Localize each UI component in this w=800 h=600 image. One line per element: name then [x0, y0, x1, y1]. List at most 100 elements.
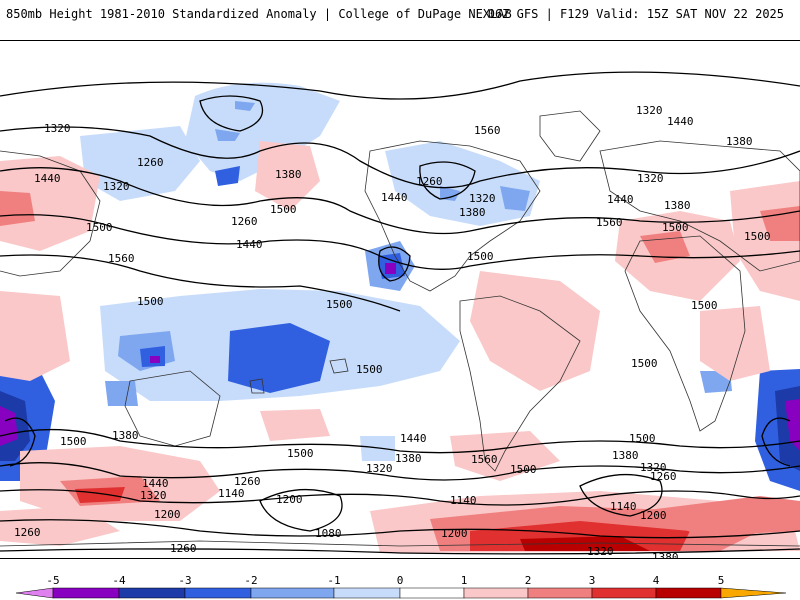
coastline-africa [624, 235, 746, 432]
contour-label: 1500 [287, 447, 314, 460]
coastline-south-america [459, 295, 581, 472]
run-info: 06Z GFS | F129 Valid: 15Z SAT NOV 22 202… [487, 7, 784, 21]
legend-tick: 3 [588, 574, 596, 587]
contour-label: 1320 [140, 489, 167, 502]
legend-swatch [184, 587, 252, 599]
negative-anomalies [0, 82, 800, 491]
legend-tick: -1 [327, 574, 341, 587]
contour-label: 1500 [137, 295, 164, 308]
positive-anomalies [0, 141, 800, 553]
contour-label: 1380 [664, 199, 691, 212]
contour-label: 1500 [270, 203, 297, 216]
contour-label: 1440 [34, 172, 61, 185]
height-contours [0, 71, 800, 555]
contour-label: 1320 [103, 180, 130, 193]
contour-label: 1200 [276, 493, 303, 506]
contour-label: 1320 [469, 192, 496, 205]
legend-tick: -5 [46, 574, 60, 587]
contour-label: 1140 [218, 487, 245, 500]
contour-label: 1500 [662, 221, 689, 234]
coastline-antarctica [0, 540, 800, 547]
contour-label: 1260 [416, 175, 443, 188]
legend-tick: -4 [112, 574, 126, 587]
contour-label: 1320 [637, 172, 664, 185]
coastline-australia [124, 370, 221, 447]
coastline-greenland [539, 110, 601, 162]
contour-label: 1500 [629, 432, 656, 445]
anomaly-blob-africa [700, 306, 770, 381]
contour-label: 1260 [231, 215, 258, 228]
map-title: 850mb Height 1981-2010 Standardized Anom… [6, 7, 512, 21]
contour-label: 1080 [315, 527, 342, 540]
legend-tick: 4 [652, 574, 660, 587]
contour-label: 1440 [400, 432, 427, 445]
contour-label: 1320 [44, 122, 71, 135]
anomaly-blob-north-pacific [255, 141, 320, 211]
contour-label: 1260 [170, 542, 197, 555]
contour-labels: 1320 1440 1500 1260 1320 1380 1500 1260 … [14, 104, 771, 559]
contour-label: 1440 [667, 115, 694, 128]
contour-label: 1440 [381, 191, 408, 204]
contour-label: 1560 [596, 216, 623, 229]
legend-tick: 5 [717, 574, 725, 587]
legend-swatch [250, 587, 335, 599]
contour-label: 1380 [459, 206, 486, 219]
contour-label: 1440 [607, 193, 634, 206]
contour-label: 1560 [108, 252, 135, 265]
legend-swatch [118, 587, 186, 599]
contour-label: 1560 [471, 453, 498, 466]
contour-label: 1500 [631, 357, 658, 370]
contour-label: 1260 [14, 526, 41, 539]
contour-label: 1500 [86, 221, 113, 234]
contour-label: 1500 [326, 298, 353, 311]
contour-label: 1560 [474, 124, 501, 137]
legend-tick: 1 [460, 574, 468, 587]
anomaly-blob-south-america [470, 271, 600, 391]
contour-label: 1320 [640, 461, 667, 474]
contour-label: 1380 [275, 168, 302, 181]
coastlines [0, 110, 800, 547]
color-legend: -5 -4 -3 -2 -1 0 1 2 3 4 5 [0, 568, 800, 600]
contour-label: 1380 [652, 551, 679, 559]
contour-label: 1500 [744, 230, 771, 243]
contour-label: 1440 [142, 477, 169, 490]
contour-label: 1260 [365, 558, 392, 559]
coastline-eurasia [599, 140, 800, 272]
contour-label: 1500 [467, 250, 494, 263]
contour-label: 1380 [612, 449, 639, 462]
contour-label: 1140 [610, 500, 637, 513]
contour-label: 1320 [636, 104, 663, 117]
contour-label: 1200 [441, 527, 468, 540]
contour-label: 1260 [137, 156, 164, 169]
legend-swatch [15, 587, 54, 599]
contour-label: 1140 [450, 494, 477, 507]
legend-swatch [720, 587, 787, 599]
contour-label: 1500 [60, 435, 87, 448]
contour-label: 1260 [234, 475, 261, 488]
contour-label: 1380 [726, 135, 753, 148]
anomaly-blob-canada [385, 141, 540, 226]
contour-label: 1320 [587, 545, 614, 558]
anomaly-map: 1320 1440 1500 1260 1320 1380 1500 1260 … [0, 71, 800, 559]
legend-swatch [52, 587, 120, 599]
contour-label: 1380 [112, 429, 139, 442]
contour-label: 1260 [650, 470, 677, 483]
legend-swatch [591, 587, 657, 599]
contour-label: 1500 [356, 363, 383, 376]
map-panel[interactable]: 1320 1440 1500 1260 1320 1380 1500 1260 … [0, 40, 800, 559]
coastline-north-america [364, 140, 541, 292]
legend-swatch [333, 587, 401, 599]
map-header: 850mb Height 1981-2010 Standardized Anom… [0, 0, 800, 40]
legend-tick: 2 [524, 574, 532, 587]
contour-label: 1320 [366, 462, 393, 475]
contour-label: 1440 [236, 238, 263, 251]
legend-tick: -3 [178, 574, 192, 587]
contour-label: 1380 [395, 452, 422, 465]
legend-swatch [527, 587, 593, 599]
contour-label: 1200 [640, 509, 667, 522]
anomaly-blob-east-asia [0, 156, 100, 251]
contour-label: 1500 [510, 463, 537, 476]
anomaly-blob-alaska [185, 82, 340, 181]
contour-label: 1500 [691, 299, 718, 312]
legend-swatch [399, 587, 465, 599]
